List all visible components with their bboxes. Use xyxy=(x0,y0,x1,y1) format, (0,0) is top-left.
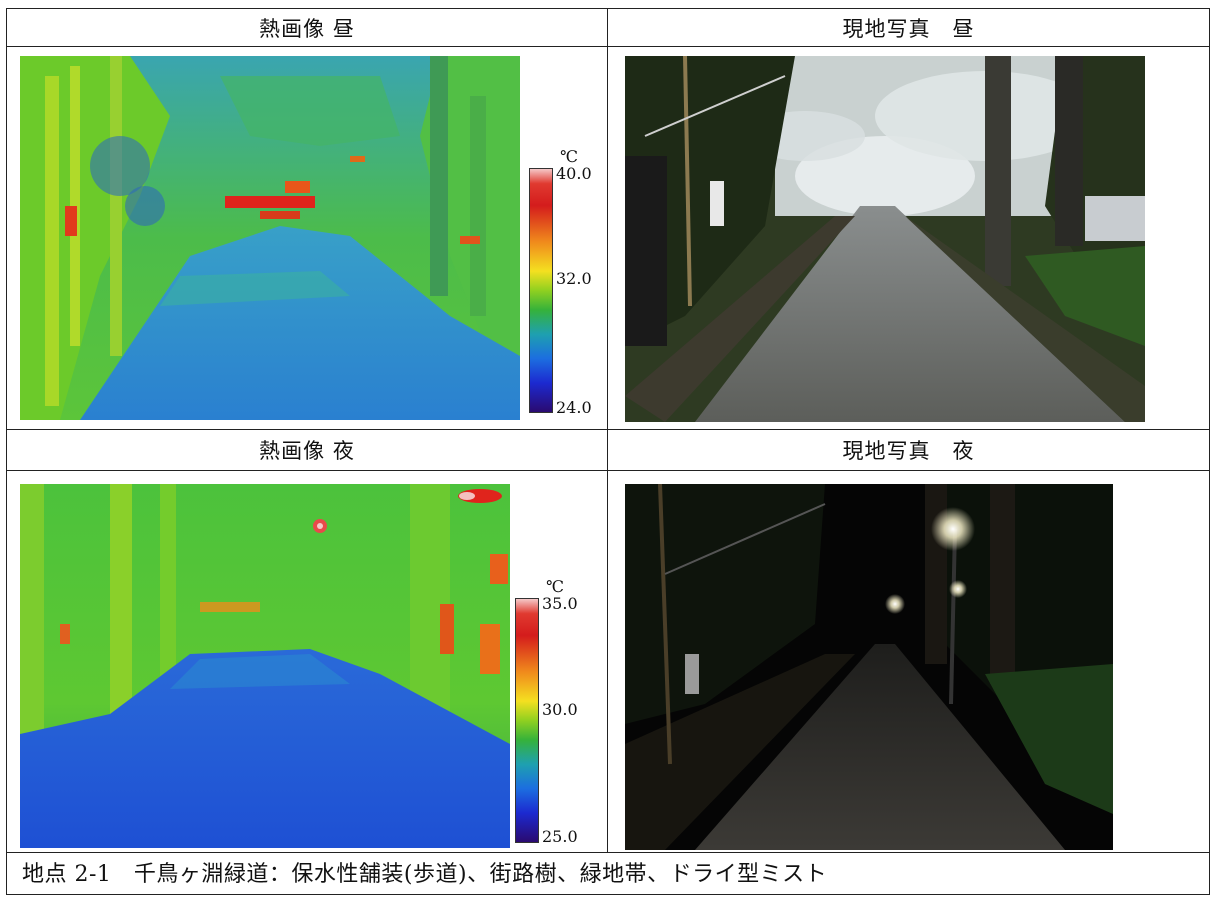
row-divider-2 xyxy=(6,429,1210,430)
table-border-bottom xyxy=(6,894,1210,895)
scale-mid-night: 30.0 xyxy=(542,700,578,719)
table-border-top xyxy=(6,8,1210,9)
scale-unit-night: ℃ xyxy=(546,577,564,596)
table-border-right xyxy=(1209,8,1210,895)
column-divider xyxy=(607,8,608,852)
row-divider-3 xyxy=(6,470,1210,471)
row-divider-1 xyxy=(6,46,1210,47)
table-border-left xyxy=(6,8,7,895)
header-thermal-day: 熱画像 昼 xyxy=(259,16,355,41)
scale-max-day: 40.0 xyxy=(556,164,592,183)
scale-unit-day: ℃ xyxy=(560,147,578,166)
header-photo-day: 現地写真 昼 xyxy=(842,16,975,41)
scale-max-night: 35.0 xyxy=(542,594,578,613)
row-divider-4 xyxy=(6,852,1210,853)
site-photo-night xyxy=(625,484,1113,850)
header-photo-night: 現地写真 夜 xyxy=(842,439,975,463)
figure-caption: 地点 2-1 千鳥ヶ淵緑道：保水性舗装(歩道)、街路樹、緑地帯、ドライ型ミスト xyxy=(22,862,828,887)
site-photo-day xyxy=(625,56,1145,422)
scale-mid-day: 32.0 xyxy=(556,269,592,288)
scale-min-day: 24.0 xyxy=(556,398,592,417)
temperature-scale-bar-day xyxy=(529,168,553,413)
header-thermal-night: 熱画像 夜 xyxy=(259,439,355,463)
thermal-image-day xyxy=(20,56,520,420)
temperature-scale-bar-night xyxy=(515,598,539,843)
scale-min-night: 25.0 xyxy=(542,827,578,846)
thermal-image-night xyxy=(20,484,510,848)
